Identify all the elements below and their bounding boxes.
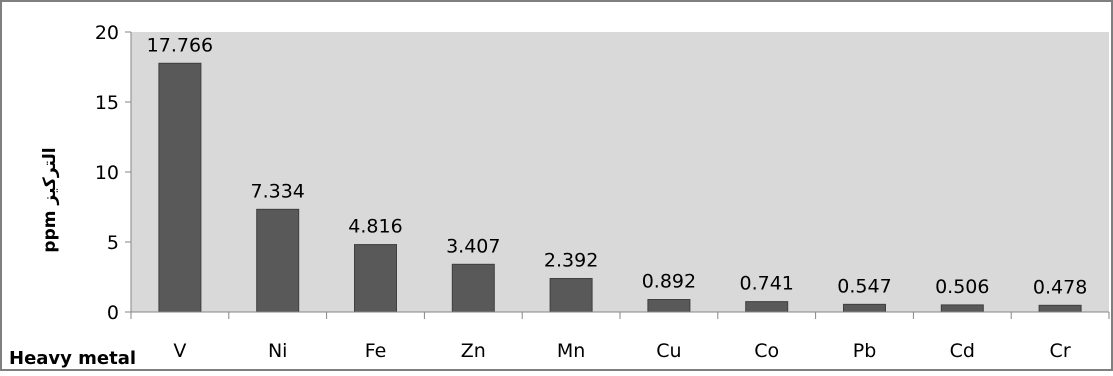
bar-Cd	[940, 304, 984, 313]
y-tick-label: 5	[107, 232, 119, 254]
data-labels: 17.766 7.334 4.816 3.407 2.392 0.892 0.741 0.54…	[147, 34, 1088, 298]
bar-V	[158, 62, 202, 313]
y-tick-label: 15	[95, 92, 119, 114]
bar-Fe	[354, 244, 397, 313]
y-axis-title: ppm التركيز	[40, 147, 60, 252]
category-label-Zn: Zn	[461, 340, 486, 362]
y-axis: 0 5 10 15 20	[95, 22, 132, 324]
bar-Mn	[549, 278, 593, 313]
y-tick-label: 20	[95, 22, 119, 44]
bars	[158, 62, 1082, 313]
x-axis: V Ni Fe Zn Mn Cu Co Pb Cd Cr	[130, 311, 1110, 362]
x-axis-title: Heavy metal	[9, 348, 136, 369]
category-label-Mn: Mn	[557, 340, 585, 362]
category-label-Co: Co	[754, 340, 779, 362]
data-label-Fe: 4.816	[348, 216, 402, 238]
y-tick-label: 10	[95, 162, 119, 184]
category-label-Fe: Fe	[365, 340, 387, 362]
category-label-Cu: Cu	[656, 340, 681, 362]
bar-Cr	[1038, 304, 1082, 313]
data-label-Mn: 2.392	[544, 250, 598, 272]
data-label-Cr: 0.478	[1033, 276, 1087, 298]
bar-Ni	[256, 208, 300, 313]
bar-Cu	[647, 299, 691, 313]
data-label-V: 17.766	[147, 34, 213, 56]
data-label-Cu: 0.892	[642, 271, 696, 293]
bar-Zn	[451, 263, 495, 313]
bar-Co	[745, 301, 789, 313]
bar-Pb	[843, 303, 886, 313]
data-label-Cd: 0.506	[935, 276, 989, 298]
data-label-Zn: 3.407	[446, 235, 500, 257]
category-label-Cd: Cd	[950, 340, 975, 362]
y-tick-label: 0	[107, 302, 119, 324]
data-label-Ni: 7.334	[250, 180, 304, 202]
category-label-Pb: Pb	[853, 340, 877, 362]
data-label-Pb: 0.547	[837, 275, 891, 297]
category-label-Ni: Ni	[268, 340, 288, 362]
data-label-Co: 0.741	[739, 273, 793, 295]
category-label-Cr: Cr	[1050, 340, 1071, 362]
category-label-V: V	[173, 340, 186, 362]
